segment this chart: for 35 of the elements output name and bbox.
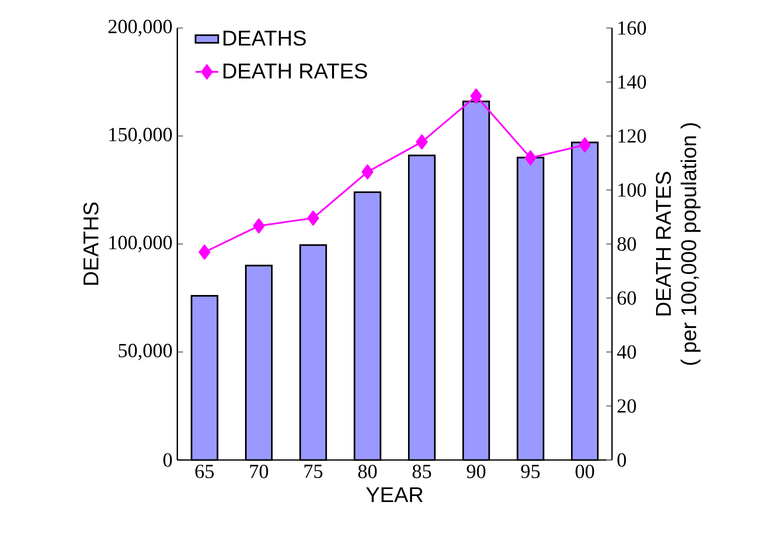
point — [252, 218, 265, 234]
y-tick-label: 50,000 — [118, 344, 172, 360]
y2-tick-label: 20 — [618, 399, 636, 413]
y2-tick-label: 120 — [618, 129, 646, 143]
x-tick-label: 95 — [521, 464, 540, 478]
y2-axis-title: DEATH RATES ( per 100,000 population ) — [656, 123, 701, 365]
point — [362, 164, 374, 180]
x-tick-label: 85 — [412, 464, 432, 478]
x-axis-title: YEAR — [366, 487, 423, 502]
y2-tick-label: 60 — [618, 291, 636, 305]
x-tick-label: 70 — [250, 464, 268, 478]
x-tick-label: 75 — [304, 464, 322, 478]
legend-label: DEATHS — [224, 30, 306, 46]
y-tick-label: 150,000 — [109, 128, 172, 144]
x-tick-label: 80 — [358, 464, 377, 478]
y-axis-title: DEATHS — [83, 202, 98, 285]
legend-label: DEATH RATES — [224, 63, 368, 79]
y-tick-label: 200,000 — [108, 20, 172, 36]
point — [307, 210, 320, 226]
point — [578, 137, 591, 152]
point — [470, 88, 482, 104]
x-tick-label: 90 — [466, 464, 486, 478]
point — [524, 150, 536, 166]
y2-tick-label: 0 — [617, 453, 626, 467]
y2-tick-label: 80 — [617, 237, 636, 251]
point — [416, 134, 428, 150]
x-tick-label: 00 — [576, 464, 594, 478]
x-tick-label: 65 — [195, 464, 214, 478]
y2-tick-label: 160 — [618, 21, 646, 35]
y2-tick-label: 100 — [618, 183, 646, 197]
y2-tick-label: 40 — [617, 345, 636, 359]
y2-tick-label: 140 — [618, 75, 646, 89]
y-tick-label: 0 — [163, 453, 172, 467]
point — [198, 244, 210, 260]
y-tick-label: 100,000 — [109, 236, 172, 252]
